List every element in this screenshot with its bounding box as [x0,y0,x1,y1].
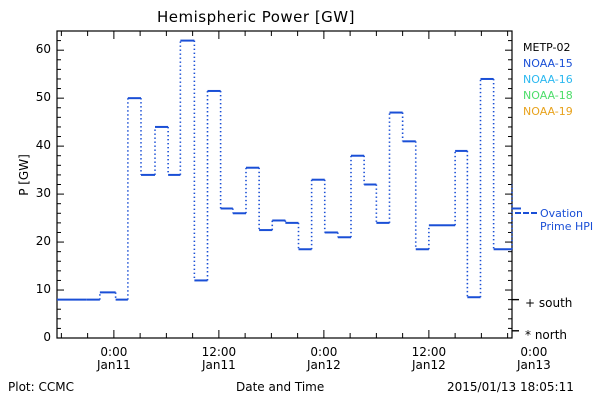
north-label: north [534,328,568,342]
x-tick-date: Jan11 [201,358,236,372]
chart-title: Hemispheric Power [GW] [157,8,355,26]
legend-item-noaa-16[interactable]: NOAA-16 [523,72,573,88]
legend-label-noaa-16: NOAA-16 [523,73,573,86]
x-tick-date: Jan12 [411,358,446,372]
legend-item-metp-02[interactable]: METP-02 [523,40,573,56]
legend-label-noaa-19: NOAA-19 [523,105,573,118]
plot-timestamp: 2015/01/13 18:05:11 [447,380,574,394]
asterisk-icon: * [525,328,531,342]
legend-item-noaa-15[interactable]: NOAA-15 [523,56,573,72]
x-tick-time: 12:00 [411,345,447,359]
y-tick-label: 0 [43,330,51,344]
legend-item-noaa-18[interactable]: NOAA-18 [523,88,573,104]
legend: METP-02 NOAA-15 NOAA-16 NOAA-18 NOAA-19 [523,40,573,120]
y-tick-label: 60 [35,42,51,57]
x-tick-date: Jan11 [96,358,131,372]
x-tick-date: Jan12 [306,358,341,372]
x-tick-time: 12:00 [201,345,237,359]
x-tick-time: 0:00 [100,345,128,359]
y-tick-label: 40 [35,138,51,153]
y-tick-label: 20 [35,234,51,249]
series-noaa-15 [57,39,513,301]
y-tick-label: 10 [35,282,51,297]
legend-label-metp-02: METP-02 [523,41,571,54]
y-tick-label: 30 [35,186,51,201]
south-marker-annotation: + south [525,296,572,310]
plus-icon: + [525,296,536,310]
legend-label-noaa-18: NOAA-18 [523,89,573,102]
x-tick-label: 12:00 Jan12 [394,346,464,372]
x-tick-time: 0:00 [310,345,338,359]
x-tick-label: 12:00 Jan11 [184,346,254,372]
north-marker-annotation: * north [525,328,567,342]
x-tick-label: 0:00 Jan12 [289,346,359,372]
ovation-label-line1: Ovation [540,207,583,220]
legend-item-noaa-19[interactable]: NOAA-19 [523,104,573,120]
plot-source-label: Plot: CCMC [8,380,74,394]
south-label: south [538,296,573,310]
x-tick-time: 0:00 [520,345,548,359]
legend-label-noaa-15: NOAA-15 [523,57,573,70]
ovation-prime-hpi-annotation: Ovation Prime HPI [515,207,593,233]
x-tick-date: Jan13 [516,358,551,372]
plot-frame [56,30,513,339]
dashed-line-icon [515,212,537,214]
x-tick-label: 0:00 Jan13 [499,346,569,372]
y-tick-label: 50 [35,90,51,105]
x-tick-label: 0:00 Jan11 [79,346,149,372]
x-axis-label: Date and Time [236,380,325,394]
ovation-label-line2: Prime HPI [540,220,594,233]
